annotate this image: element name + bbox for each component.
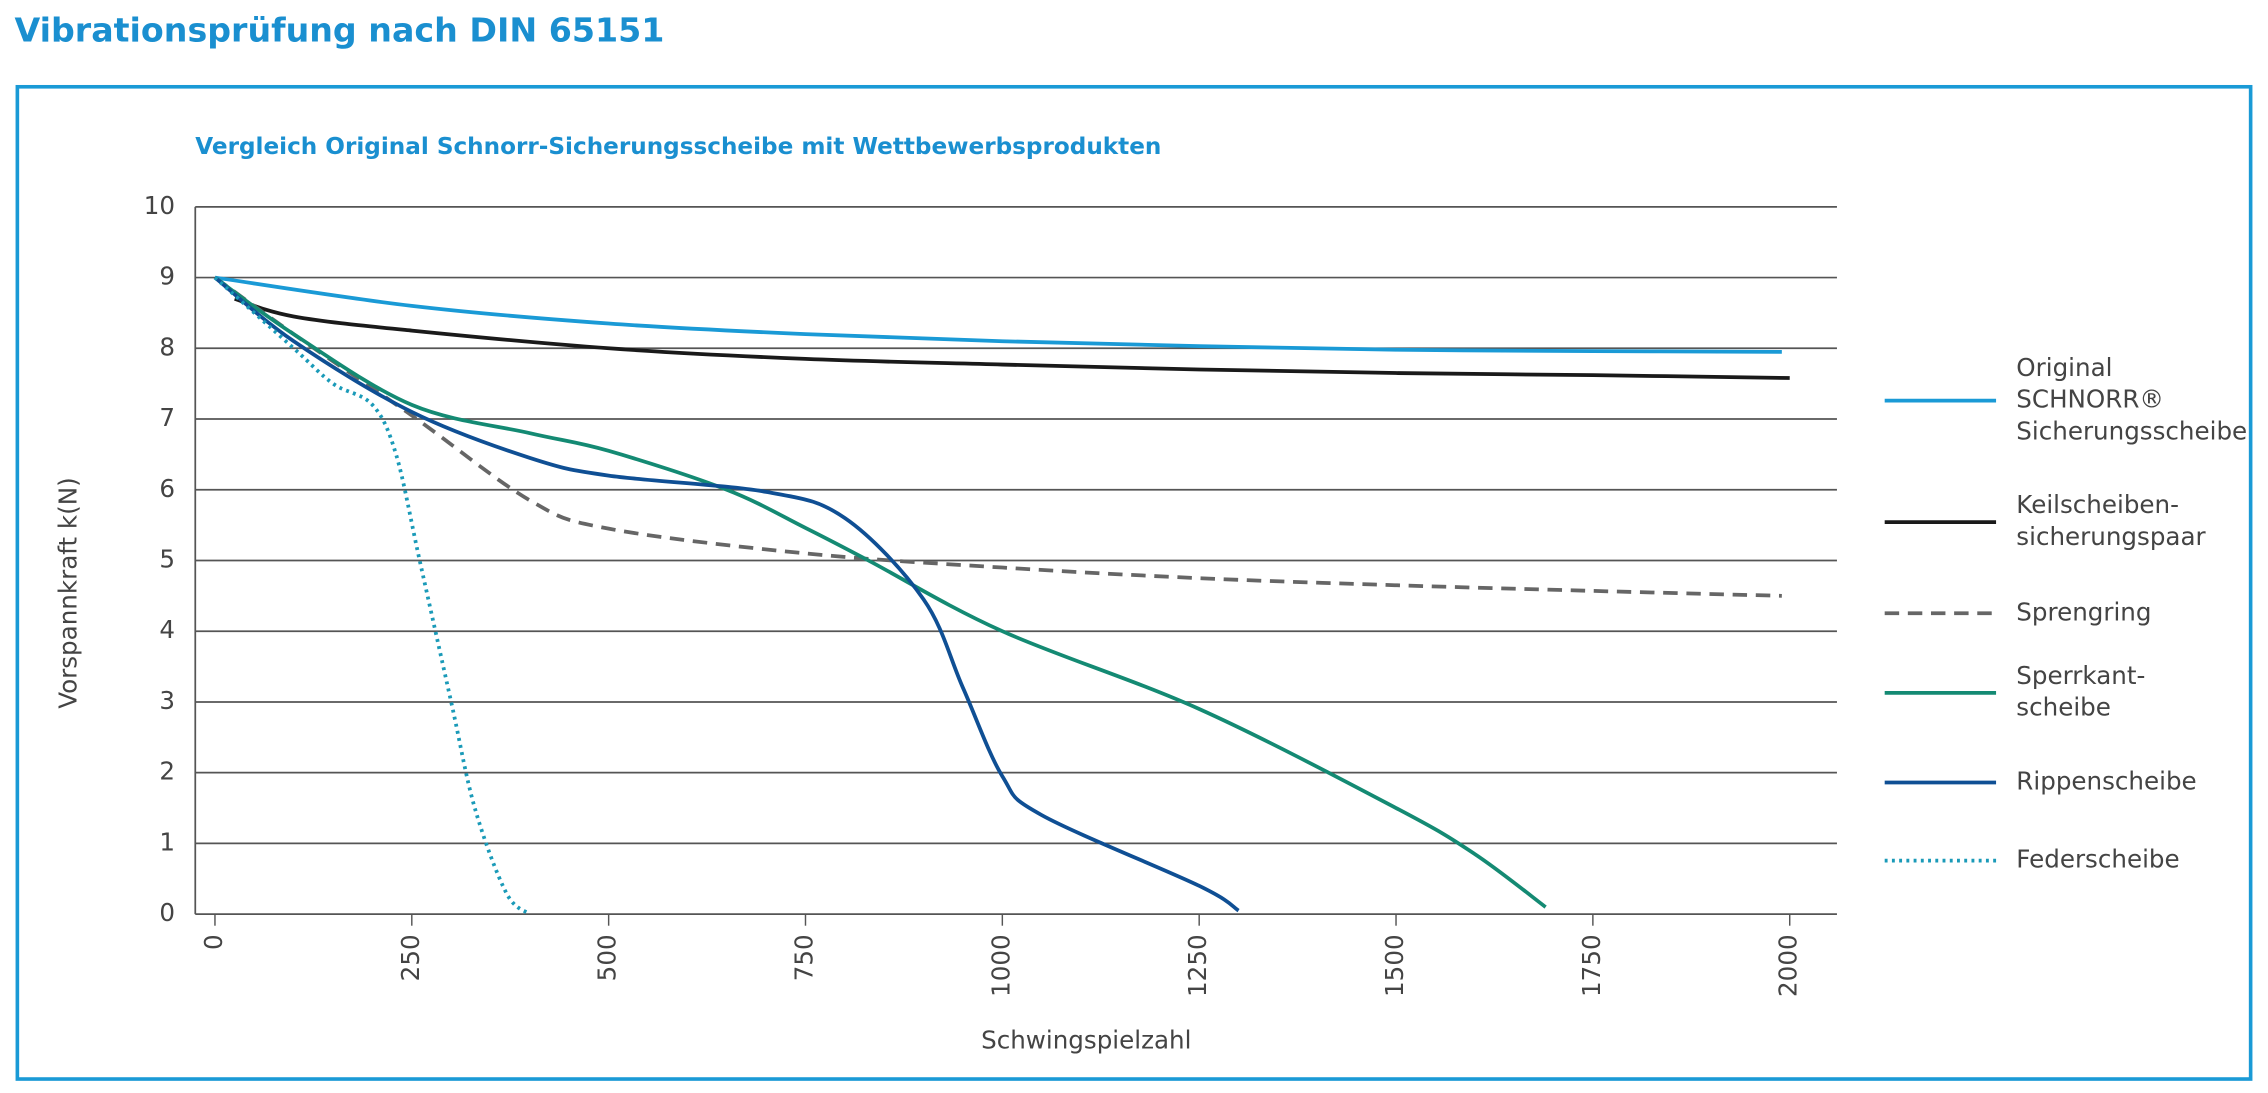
series-line bbox=[213, 276, 1547, 909]
y-tick-label: 3 bbox=[159, 686, 175, 715]
legend-label: Original SCHNORR® Sicherungsscheibe bbox=[2016, 353, 2247, 446]
legend-label: Sperrkant-scheibe bbox=[2016, 661, 2145, 722]
y-tick-label: 6 bbox=[159, 474, 175, 503]
x-tick-label: 250 bbox=[396, 934, 425, 981]
x-tick-label: 1750 bbox=[1577, 934, 1606, 997]
x-tick-label: 1500 bbox=[1380, 934, 1409, 997]
chart-title: Vergleich Original Schnorr-Sicherungssch… bbox=[195, 134, 1161, 160]
x-tick-label: 500 bbox=[593, 934, 622, 981]
y-tick-label: 8 bbox=[159, 332, 175, 361]
legend-label: Rippenscheibe bbox=[2016, 767, 2196, 796]
series-line bbox=[213, 276, 532, 916]
series-line bbox=[214, 275, 1782, 354]
y-tick-label: 1 bbox=[159, 827, 175, 856]
page-title: Vibrationsprüfung nach DIN 65151 bbox=[14, 10, 664, 49]
y-tick-label: 2 bbox=[159, 757, 175, 786]
y-tick-label: 0 bbox=[159, 898, 175, 927]
x-tick-label: 0 bbox=[199, 934, 228, 950]
x-tick-label: 1250 bbox=[1183, 934, 1212, 997]
x-tick-label: 2000 bbox=[1774, 934, 1803, 997]
legend-label: Federscheibe bbox=[2016, 845, 2179, 874]
series-line bbox=[213, 276, 1240, 913]
x-tick-label: 750 bbox=[789, 934, 818, 981]
legend-label: Keilscheiben-sicherungspaar bbox=[2016, 490, 2206, 551]
chart-frame bbox=[15, 84, 2253, 1081]
y-tick-label: 9 bbox=[159, 262, 175, 291]
series-line bbox=[213, 276, 1782, 598]
y-tick-label: 4 bbox=[159, 615, 175, 644]
legend-label: Sprengring bbox=[2016, 597, 2151, 626]
series-line bbox=[234, 296, 1790, 380]
x-tick-label: 1000 bbox=[986, 934, 1015, 997]
y-tick-label: 5 bbox=[159, 544, 175, 573]
y-axis-label: Vorspannkraft k(N) bbox=[53, 477, 82, 709]
y-tick-label: 7 bbox=[159, 403, 175, 432]
x-axis-label: Schwingspielzahl bbox=[981, 1025, 1191, 1054]
y-tick-label: 10 bbox=[144, 191, 175, 220]
